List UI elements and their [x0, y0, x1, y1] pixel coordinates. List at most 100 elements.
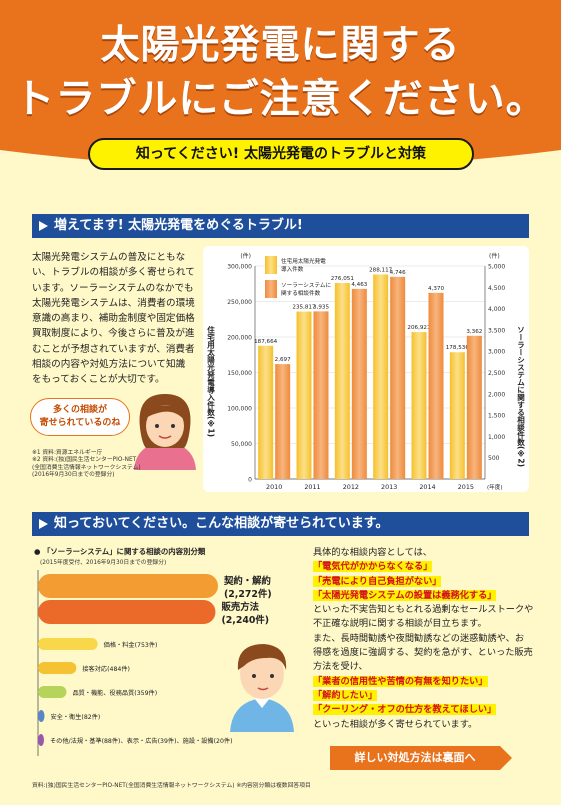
trend-chart: 0 50,000 100,000 150,000 200,000 250,000 300,0…: [206, 252, 525, 491]
line-text: 得感を過度に強調する、契約を急がす、といった販売: [313, 647, 533, 659]
line-text: 「解約したい」: [313, 689, 378, 701]
bar-consultations-2014: [428, 292, 444, 479]
category-label: 契約・解約: [223, 575, 271, 587]
legend-label: ソーラーシステムに: [281, 282, 331, 289]
category-bar-2: [38, 638, 98, 650]
y-right-tick-label: 4,500: [488, 285, 505, 292]
line-text: 不正確な説明に関する相談が目立ちます。: [313, 618, 487, 630]
y-right-tick-label: 3,000: [488, 349, 505, 356]
y-left-tick-label: 200,000: [227, 335, 252, 342]
line-text: 「電気代がかからなくなる」: [313, 561, 433, 573]
section2-heading-text: 知っておいてください。こんな相談が寄せられています。: [54, 516, 389, 531]
category-bar-6: [38, 734, 44, 746]
section2-heading: 知っておいてください。こんな相談が寄せられています。: [32, 512, 529, 536]
data-label-installations: 206,921: [407, 325, 431, 331]
section1-body-text: 太陽光発電システムの普及にともな い、トラブルの相談が多く寄せられて います。ソ…: [32, 252, 195, 386]
body-line: といった不実告知ともとれる過剰なセールストークや: [313, 603, 534, 617]
line-text: 具体的な相談内容としては、: [313, 547, 432, 558]
highlight-quote: 「電気代がかからなくなる」: [313, 560, 531, 574]
section1-heading-text: 増えてます! 太陽光発電をめぐるトラブル!: [54, 218, 303, 233]
line-text: といった不実告知ともとれる過剰なセールストークや: [313, 604, 534, 616]
speech-bubble: 多くの相談が 寄せられているのね: [30, 398, 130, 436]
woman-illustration: [134, 394, 196, 470]
line-text: 「売電により自己負担がない」: [313, 575, 442, 587]
x-tick-label: 2015: [458, 483, 474, 491]
highlight-quote: 「クーリング・オフの仕方を教えてほしい」: [313, 703, 531, 717]
bar-consultations-2010: [275, 364, 291, 479]
source-notes: ※1 資料:資源エネルギー庁 ※2 資料:(独)国民生活センターPIO-NET …: [32, 450, 141, 479]
category-label: 品質・機能、役務品質(359件): [72, 689, 157, 697]
y-right-tick-label: 500: [488, 455, 500, 462]
category-bar-4: [38, 686, 67, 698]
data-label-installations: 276,051: [331, 276, 355, 282]
x-tick-label: 2014: [419, 483, 435, 491]
x-axis-unit: (年度): [487, 483, 503, 491]
highlight-quote: 「太陽光発電システムの設置は義務化する」: [313, 589, 531, 603]
y-left-axis-title: 住宅用太陽光発電導入件数(※1): [206, 325, 215, 437]
data-label-consultations: 3,362: [466, 329, 482, 335]
x-tick-label: 2010: [266, 483, 282, 491]
bar-consultations-2013: [390, 276, 406, 479]
page-title-line1: 太陽光発電に関する: [100, 23, 461, 68]
category-label: (2,240件): [221, 614, 269, 626]
subtitle-pill: 知ってください! 太陽光発電のトラブルと対策: [88, 138, 474, 170]
page-title-line2: トラブルにご注意ください。: [14, 76, 547, 122]
consultation-details: 具体的な相談内容としては、 「電気代がかからなくなる」 「売電により自己負担がない」…: [313, 546, 534, 732]
y-left-tick-label: 300,000: [227, 264, 252, 271]
bar-installations-2014: [411, 332, 427, 479]
body-line: 具体的な相談内容としては、: [313, 546, 531, 560]
line-text: 「業者の信用性や苦情の有無を知りたい」: [313, 675, 488, 687]
y-right-tick-label: 5,000: [488, 264, 505, 271]
data-label-consultations: 4,370: [428, 286, 444, 292]
y-left-tick-label: 0: [248, 477, 252, 484]
data-label-consultations: 4,746: [390, 270, 406, 276]
y-left-unit: (件): [240, 252, 251, 260]
data-label-installations: 178,536: [446, 345, 470, 351]
y-right-tick-label: 4,000: [488, 306, 505, 313]
highlight-quote: 「売電により自己負担がない」: [313, 575, 531, 589]
y-right-tick-label: 2,000: [488, 391, 505, 398]
legend-label: 住宅用太陽光発電: [281, 257, 326, 265]
body-line: また、長時間勧誘や夜間勧誘などの迷惑勧誘や、お: [313, 632, 531, 646]
legend-label: 関する相談件数: [281, 289, 321, 297]
data-label-consultations: 3,935: [313, 304, 329, 310]
y-right-tick-label: 3,500: [488, 327, 505, 334]
x-tick-label: 2012: [343, 483, 359, 491]
x-tick-label: 2011: [304, 483, 320, 491]
data-label-installations: 288,117: [369, 267, 393, 273]
legend-label: 導入件数: [281, 265, 304, 273]
y-left-tick-label: 250,000: [227, 299, 252, 306]
chart-panel: 0 50,000 100,000 150,000 200,000 250,000 300,0…: [203, 246, 529, 492]
header-band: [0, 0, 561, 150]
y-right-tick-label: 1,500: [488, 413, 505, 420]
body-line: 方法を受け、: [313, 660, 531, 674]
data-label-installations: 235,817: [292, 305, 316, 311]
x-tick-label: 2013: [381, 483, 397, 491]
y-right-axis-title: ソーラーシステムに関する相談件数(※2): [516, 326, 525, 467]
chart2-title: ● 「ソーラーシステム」に関する相談の内容別分類: [34, 547, 206, 556]
category-bar-5: [38, 710, 45, 722]
bar-consultations-2012: [351, 288, 367, 479]
line-text: 方法を受け、: [313, 661, 368, 673]
category-bar-1: [38, 600, 216, 624]
category-bar-3: [38, 662, 77, 674]
line-text: といった相談が多く寄せられています。: [313, 718, 478, 730]
data-label-consultations: 2,697: [275, 357, 291, 363]
bar-installations-2012: [334, 283, 350, 479]
see-back-button[interactable]: 詳しい対処方法は裏面へ: [330, 746, 512, 770]
line-text: 「太陽光発電システムの設置は義務化する」: [313, 589, 497, 601]
category-label: 安全・衛生(82件): [50, 713, 100, 721]
legend-swatch: [265, 256, 277, 274]
y-left-tick-label: 100,000: [227, 406, 252, 413]
category-label: 価格・料金(753件): [104, 641, 158, 649]
category-label: 販売方法: [221, 601, 259, 613]
footer-source: 資料:(独)国民生活センターPIO-NET(全国消費生活情報ネットワークシステム…: [32, 783, 311, 789]
y-right-tick-label: 1,000: [488, 434, 505, 441]
play-arrow-icon: [39, 221, 48, 231]
bar-installations-2015: [449, 352, 465, 479]
highlight-quote: 「業者の信用性や苦情の有無を知りたい」: [313, 675, 531, 689]
section1-heading: 増えてます! 太陽光発電をめぐるトラブル!: [32, 214, 529, 238]
man-illustration: [230, 644, 294, 732]
line-text: また、長時間勧誘や夜間勧誘などの迷惑勧誘や、お: [313, 632, 525, 644]
bar-consultations-2015: [466, 335, 482, 479]
